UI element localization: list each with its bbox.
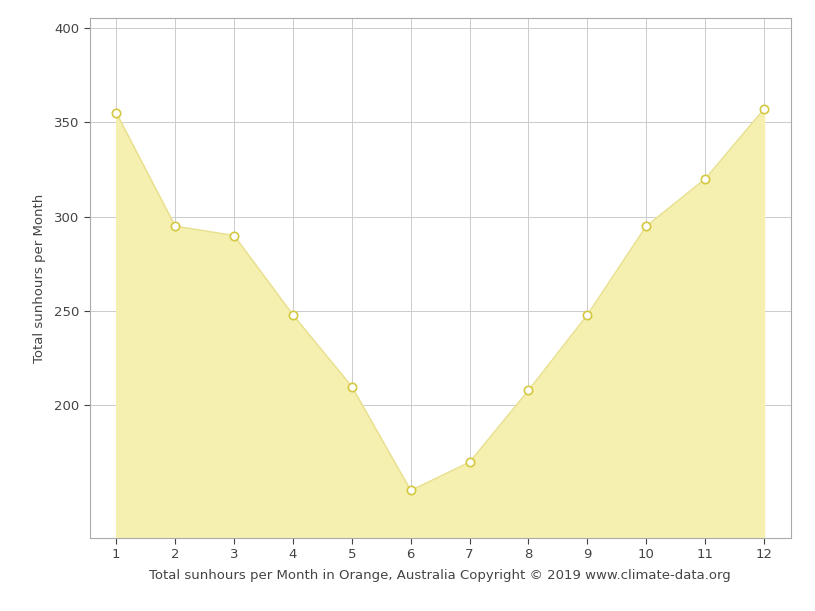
Y-axis label: Total sunhours per Month: Total sunhours per Month bbox=[33, 193, 46, 363]
X-axis label: Total sunhours per Month in Orange, Australia Copyright © 2019 www.climate-data.: Total sunhours per Month in Orange, Aust… bbox=[149, 569, 731, 582]
